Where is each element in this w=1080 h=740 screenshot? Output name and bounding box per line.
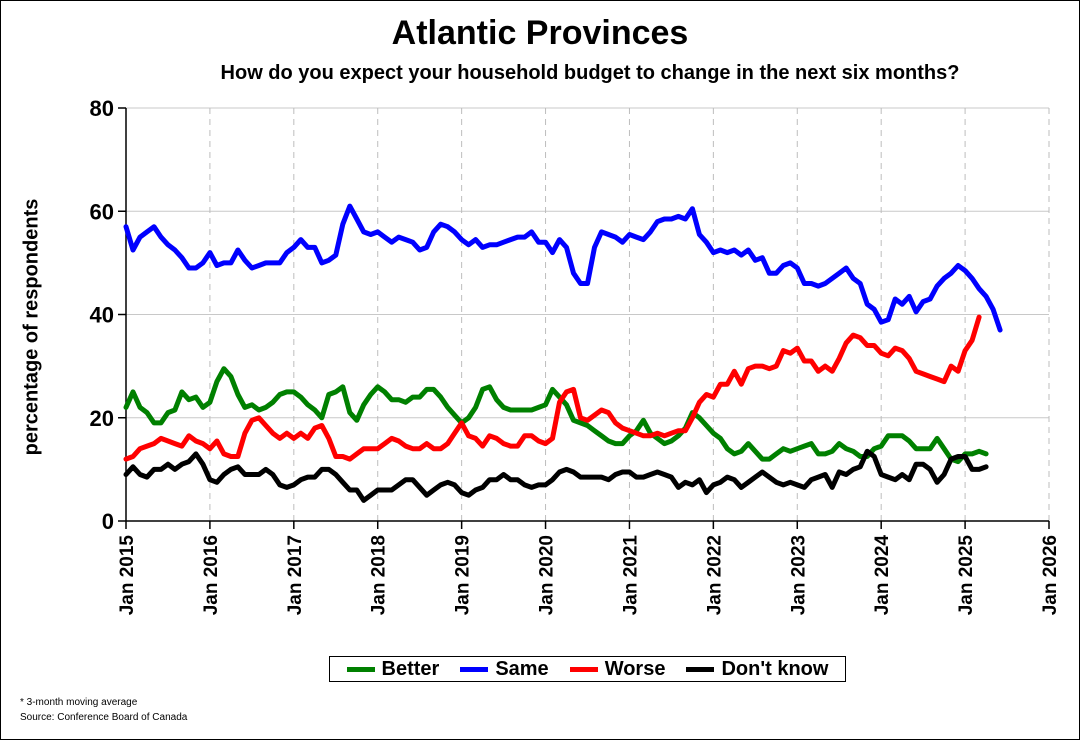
series-line-same: [123, 203, 1003, 333]
y-tick-label: 80: [90, 96, 114, 121]
x-tick-label: Jan 2018: [369, 535, 390, 615]
legend: Better Same Worse Don't know: [329, 656, 846, 682]
y-tick-label: 60: [90, 199, 114, 224]
legend-label-better: Better: [381, 657, 440, 680]
x-tick-label: Jan 2022: [704, 535, 725, 615]
legend-item-dont-know: Don't know: [686, 658, 828, 681]
x-tick-label: Jan 2020: [537, 535, 558, 615]
legend-swatch-dont-know: [686, 666, 715, 672]
x-tick-label: Jan 2026: [1040, 535, 1061, 615]
x-tick-label: Jan 2019: [453, 535, 474, 615]
x-tick-label: Jan 2023: [788, 535, 809, 615]
source-note: Source: Conference Board of Canada: [20, 712, 188, 723]
x-tick-label: Jan 2021: [620, 535, 641, 616]
x-tick-label: Jan 2016: [201, 535, 222, 615]
legend-item-worse: Worse: [569, 657, 666, 681]
series-line-don-t-know: [123, 448, 989, 503]
legend-swatch-worse: [569, 666, 598, 672]
y-tick-label: 20: [90, 406, 114, 431]
footnote: * 3-month moving average: [20, 697, 138, 708]
legend-label-dont-know: Don't know: [721, 657, 829, 680]
x-tick-label: Jan 2024: [872, 535, 893, 616]
series-line-better: [123, 366, 989, 465]
series-line-worse: [123, 314, 982, 462]
legend-label-same: Same: [495, 657, 549, 680]
x-tick-label: Jan 2015: [117, 535, 138, 616]
x-tick-label: Jan 2017: [285, 535, 306, 615]
chart-subtitle: How do you expect your household budget …: [220, 62, 960, 84]
legend-item-better: Better: [346, 657, 440, 681]
legend-swatch-same: [460, 666, 489, 672]
legend-item-same: Same: [460, 657, 549, 681]
legend-label-worse: Worse: [604, 657, 666, 680]
y-tick-label: 40: [90, 303, 114, 328]
chart-title: Atlantic Provinces: [391, 14, 689, 52]
x-tick-label: Jan 2025: [956, 535, 977, 616]
legend-swatch-better: [346, 666, 375, 672]
y-tick-label: 0: [102, 509, 114, 534]
